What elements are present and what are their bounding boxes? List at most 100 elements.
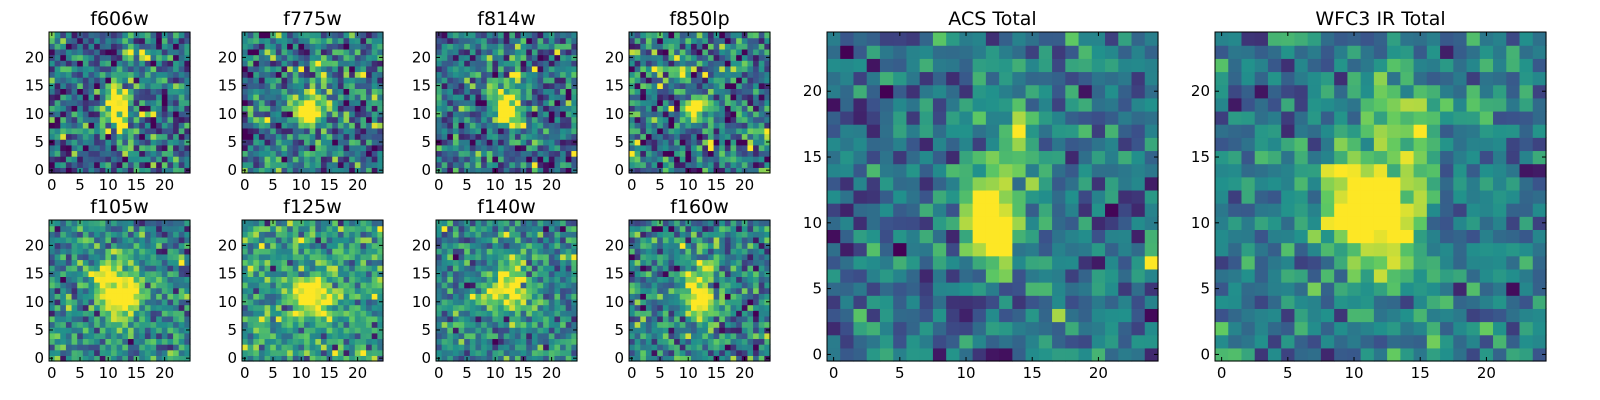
heatmap-cell (366, 127, 373, 135)
heatmap-cell (360, 161, 367, 168)
heatmap-cell (264, 71, 271, 78)
heatmap-cell (94, 167, 101, 174)
heatmap-cell (503, 48, 510, 56)
heatmap-cell (571, 315, 578, 323)
heatmap-cell (707, 133, 715, 140)
heatmap-cell (270, 349, 277, 356)
heatmap-cell (366, 82, 373, 89)
heatmap-cell (758, 122, 765, 129)
heatmap-cell (696, 88, 703, 95)
heatmap-cell (354, 116, 362, 123)
heatmap-cell (436, 344, 443, 351)
heatmap-cell (281, 54, 288, 61)
heatmap-cell (122, 355, 129, 362)
heatmap-cell (702, 65, 709, 73)
heatmap-cell (657, 332, 664, 340)
heatmap-cell (458, 105, 465, 112)
heatmap-cell (354, 88, 362, 95)
heatmap-cell (77, 37, 84, 44)
heatmap-cell (679, 43, 686, 50)
heatmap-cell (173, 161, 180, 168)
heatmap-cell (629, 321, 636, 328)
heatmap-cell (486, 270, 493, 277)
heatmap-cell (304, 139, 311, 146)
x-tick-label: 20 (155, 176, 174, 194)
heatmap-cell (526, 282, 533, 289)
heatmap-cell (99, 253, 106, 261)
heatmap-cell (253, 139, 260, 146)
heatmap-cell (560, 225, 567, 232)
heatmap-cell (452, 225, 460, 232)
heatmap-cell (309, 344, 316, 351)
heatmap-cell (662, 282, 670, 289)
heatmap-cell (77, 253, 84, 261)
heatmap-cell (304, 304, 311, 311)
heatmap-cell (270, 161, 277, 168)
heatmap-cell (475, 54, 482, 61)
heatmap-cell (156, 150, 163, 157)
heatmap-cell (571, 338, 578, 345)
heatmap-cell (49, 236, 56, 244)
heatmap-cell (116, 43, 123, 50)
heatmap-cell (139, 105, 146, 112)
heatmap-cell (337, 349, 345, 356)
heatmap-cell (520, 71, 527, 78)
heatmap-cell (127, 43, 135, 50)
heatmap-cell (469, 54, 477, 61)
heatmap-cell (452, 127, 460, 135)
heatmap-cell (371, 65, 378, 73)
heatmap-cell (292, 327, 299, 334)
heatmap-cell (253, 48, 260, 56)
heatmap-cell (161, 139, 169, 146)
heatmap-cell (685, 310, 692, 317)
heatmap-cell (292, 220, 299, 227)
heatmap-cell (713, 156, 720, 163)
heatmap-cell (139, 287, 146, 294)
heatmap-cell (54, 133, 61, 140)
heatmap-cell (436, 99, 443, 106)
heatmap-cell (724, 122, 732, 129)
heatmap-cell (503, 94, 510, 101)
heatmap-cell (565, 293, 572, 300)
heatmap-cell (304, 231, 311, 238)
heatmap-cell (554, 105, 561, 112)
heatmap-cell (320, 139, 328, 146)
heatmap-cell (270, 293, 277, 300)
heatmap-cell (127, 321, 135, 328)
heatmap-cell (116, 304, 123, 311)
heatmap-cell (753, 99, 760, 106)
heatmap-cell (184, 231, 191, 238)
heatmap-cell (447, 37, 454, 44)
heatmap-cell (543, 127, 550, 135)
heatmap-cell (54, 276, 61, 283)
heatmap-cell (481, 150, 488, 157)
heatmap-cell (247, 220, 254, 227)
heatmap-cell (54, 54, 61, 61)
heatmap-cell (702, 43, 709, 50)
heatmap-cell (264, 225, 271, 232)
heatmap-cell (691, 37, 698, 44)
heatmap-cell (111, 99, 118, 106)
heatmap-cell (287, 310, 294, 317)
heatmap-cell (309, 144, 316, 152)
heatmap-cell (167, 60, 174, 67)
heatmap-cell (144, 82, 152, 89)
heatmap-cell (292, 127, 299, 135)
heatmap-cell (71, 355, 78, 362)
heatmap-cell (452, 65, 460, 73)
heatmap-cell (458, 315, 465, 323)
heatmap-cell (111, 327, 118, 334)
heatmap-cell (49, 265, 56, 272)
heatmap-cell (674, 349, 681, 356)
heatmap-cell (270, 37, 277, 44)
heatmap-cell (287, 304, 294, 311)
heatmap-cell (111, 276, 118, 283)
heatmap-cell (447, 77, 454, 84)
heatmap-cell (150, 265, 157, 272)
heatmap-cell (264, 122, 271, 129)
heatmap-cell (679, 332, 686, 340)
heatmap-cell (481, 293, 488, 300)
heatmap-cell (498, 144, 505, 152)
heatmap-cell (349, 161, 356, 168)
heatmap-cell (354, 139, 362, 146)
